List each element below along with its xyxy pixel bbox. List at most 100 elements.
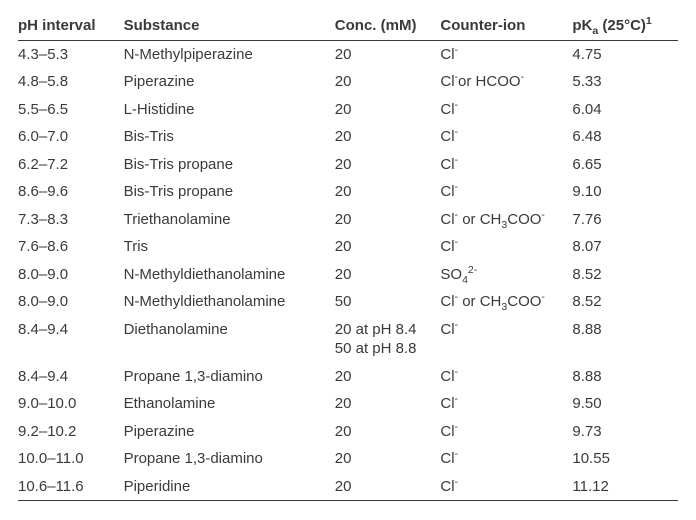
cell-ion: Cl- [440,96,572,124]
cell-sub: Bis-Tris [124,123,335,151]
cell-pka: 8.52 [572,261,678,289]
cell-pka: 7.76 [572,206,678,234]
cell-ph: 9.2–10.2 [18,418,124,446]
col-header-sub: Substance [124,12,335,40]
cell-ion: Cl- [440,40,572,68]
table-row: 7.6–8.6Tris20Cl-8.07 [18,233,678,261]
cell-pka: 6.65 [572,151,678,179]
cell-sub: Propane 1,3-diamino [124,363,335,391]
cell-ion: Cl- [440,233,572,261]
cell-ph: 4.8–5.8 [18,68,124,96]
cell-sub: Propane 1,3-diamino [124,445,335,473]
cell-ion: Cl- [440,123,572,151]
cell-conc: 20 [335,363,441,391]
cell-pka: 11.12 [572,473,678,501]
cell-conc: 20 [335,96,441,124]
cell-ph: 7.6–8.6 [18,233,124,261]
cell-ion: Cl- or CH3COO- [440,288,572,316]
col-header-conc: Conc. (mM) [335,12,441,40]
cell-ion: SO42- [440,261,572,289]
cell-ion: Cl- [440,178,572,206]
cell-ion: Cl- [440,363,572,391]
cell-ph: 10.6–11.6 [18,473,124,501]
cell-ph: 5.5–6.5 [18,96,124,124]
col-header-pka: pKa (25°C)1 [572,12,678,40]
cell-pka: 8.52 [572,288,678,316]
cell-pka: 9.10 [572,178,678,206]
cell-conc: 20 [335,40,441,68]
table-row: 5.5–6.5L-Histidine20Cl-6.04 [18,96,678,124]
cell-ion: Cl- [440,151,572,179]
cell-sub: Triethanolamine [124,206,335,234]
table-row: 9.0–10.0Ethanolamine20Cl-9.50 [18,390,678,418]
cell-ph: 8.4–9.4 [18,363,124,391]
cell-pka: 9.73 [572,418,678,446]
cell-conc: 20 [335,418,441,446]
cell-pka: 9.50 [572,390,678,418]
cell-sub: N-Methyldiethanolamine [124,288,335,316]
table-row: 10.0–11.0Propane 1,3-diamino20Cl-10.55 [18,445,678,473]
cell-pka: 6.04 [572,96,678,124]
cell-sub: Piperazine [124,418,335,446]
cell-pka: 5.33 [572,68,678,96]
cell-conc: 20 [335,123,441,151]
table-row: 9.2–10.2Piperazine20Cl-9.73 [18,418,678,446]
cell-pka: 6.48 [572,123,678,151]
cell-sub: Piperidine [124,473,335,501]
cell-sub: Ethanolamine [124,390,335,418]
cell-conc: 20 [335,206,441,234]
cell-sub: Tris [124,233,335,261]
table-row: 6.0–7.0Bis-Tris20Cl-6.48 [18,123,678,151]
cell-conc: 20 [335,68,441,96]
cell-sub: Piperazine [124,68,335,96]
cell-pka: 8.88 [572,363,678,391]
cell-ph: 8.0–9.0 [18,261,124,289]
table-row: 6.2–7.2Bis-Tris propane20Cl-6.65 [18,151,678,179]
cell-pka: 10.55 [572,445,678,473]
buffer-table: pH intervalSubstanceConc. (mM)Counter-io… [18,12,678,501]
col-header-ion: Counter-ion [440,12,572,40]
cell-pka: 4.75 [572,40,678,68]
cell-sub: Bis-Tris propane [124,178,335,206]
cell-ph: 10.0–11.0 [18,445,124,473]
cell-sub: L-Histidine [124,96,335,124]
cell-ion: Cl- [440,418,572,446]
cell-sub: N-Methylpiperazine [124,40,335,68]
cell-ion: Cl- [440,316,572,363]
cell-ph: 4.3–5.3 [18,40,124,68]
cell-ion: Cl- [440,445,572,473]
table-row: 7.3–8.3Triethanolamine20Cl- or CH3COO-7.… [18,206,678,234]
table-row: 8.4–9.4Propane 1,3-diamino20Cl-8.88 [18,363,678,391]
cell-conc: 20 [335,390,441,418]
cell-ph: 9.0–10.0 [18,390,124,418]
table-row: 10.6–11.6Piperidine20Cl-11.12 [18,473,678,501]
cell-conc: 20 [335,261,441,289]
table-header: pH intervalSubstanceConc. (mM)Counter-io… [18,12,678,40]
cell-ph: 6.0–7.0 [18,123,124,151]
cell-ion: Cl- [440,473,572,501]
cell-conc: 20 [335,151,441,179]
cell-sub: Diethanolamine [124,316,335,363]
cell-ion: Cl- [440,390,572,418]
table-row: 8.0–9.0N-Methyldiethanolamine50Cl- or CH… [18,288,678,316]
table-row: 8.6–9.6Bis-Tris propane20Cl-9.10 [18,178,678,206]
table-row: 4.8–5.8Piperazine20Cl-or HCOO-5.33 [18,68,678,96]
cell-ion: Cl-or HCOO- [440,68,572,96]
cell-ph: 6.2–7.2 [18,151,124,179]
cell-ph: 7.3–8.3 [18,206,124,234]
cell-pka: 8.88 [572,316,678,363]
cell-conc: 50 [335,288,441,316]
cell-conc: 20 [335,445,441,473]
cell-ion: Cl- or CH3COO- [440,206,572,234]
cell-ph: 8.0–9.0 [18,288,124,316]
table-row: 8.4–9.4Diethanolamine20 at pH 8.450 at p… [18,316,678,363]
cell-ph: 8.4–9.4 [18,316,124,363]
cell-pka: 8.07 [572,233,678,261]
cell-conc: 20 at pH 8.450 at pH 8.8 [335,316,441,363]
col-header-ph: pH interval [18,12,124,40]
table-row: 8.0–9.0N-Methyldiethanolamine20SO42-8.52 [18,261,678,289]
cell-conc: 20 [335,178,441,206]
cell-conc: 20 [335,473,441,501]
table-row: 4.3–5.3N-Methylpiperazine20Cl-4.75 [18,40,678,68]
cell-conc: 20 [335,233,441,261]
